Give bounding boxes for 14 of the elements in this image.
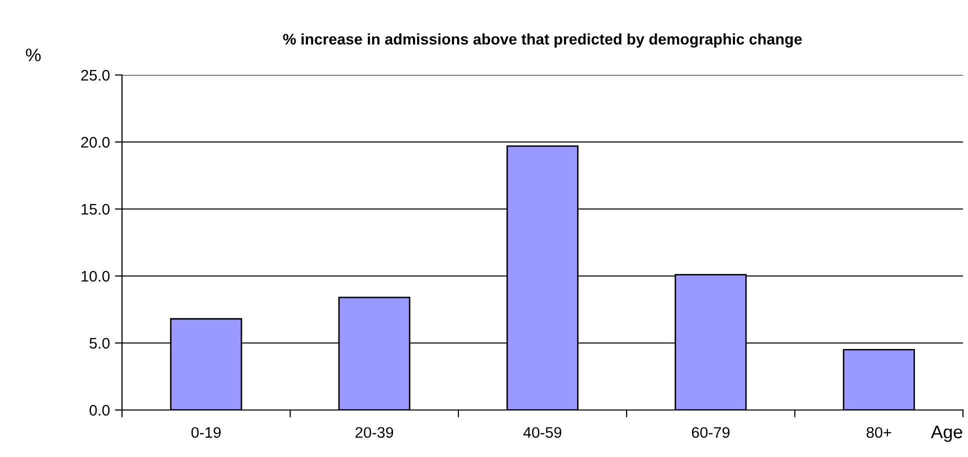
x-tick-label: 60-79 xyxy=(692,427,730,438)
y-axis-title: % xyxy=(26,48,41,62)
chart-title: % increase in admissions above that predicted by demographic change xyxy=(283,33,802,48)
x-tick-label: 20-39 xyxy=(356,427,394,438)
y-tick-label: 15.0 xyxy=(82,204,110,215)
x-tick-label: 80+ xyxy=(866,427,892,438)
y-tick-label: 10.0 xyxy=(82,270,110,282)
x-tick-label: 40-59 xyxy=(523,427,562,438)
y-tick-label: 0.0 xyxy=(90,404,110,416)
y-tick-label: 20.0 xyxy=(81,136,110,148)
y-tick-label: 5.0 xyxy=(90,338,110,349)
x-axis-title: Age xyxy=(930,426,962,442)
y-tick-label: 25.0 xyxy=(81,70,110,81)
x-tick-label: 0-19 xyxy=(191,427,221,438)
